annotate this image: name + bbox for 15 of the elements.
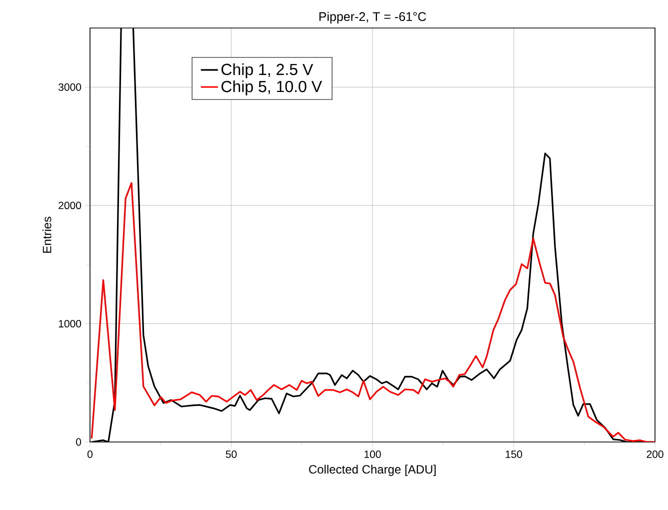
legend-label: Chip 1, 2.5 V <box>222 63 314 78</box>
x-tick-label: 50 <box>226 450 237 458</box>
y-axis-title: Entries <box>42 216 52 253</box>
line-series <box>90 182 656 442</box>
y-tick-label: 2000 <box>58 202 82 210</box>
y-tick-label: 1000 <box>58 320 82 328</box>
chart-title: Pipper-2, T = -61°C <box>319 12 426 24</box>
x-tick-label: 200 <box>646 450 664 458</box>
y-tick-label: 0 <box>76 438 82 446</box>
legend-label: Chip 5, 10.0 V <box>222 80 322 96</box>
x-axis-title: Collected Charge [ADU] <box>309 464 436 476</box>
x-tick-label: 150 <box>506 450 522 458</box>
x-tick-label: 0 <box>87 450 92 458</box>
x-tick-label: 100 <box>364 450 381 458</box>
y-tick-label: 3000 <box>58 83 82 91</box>
